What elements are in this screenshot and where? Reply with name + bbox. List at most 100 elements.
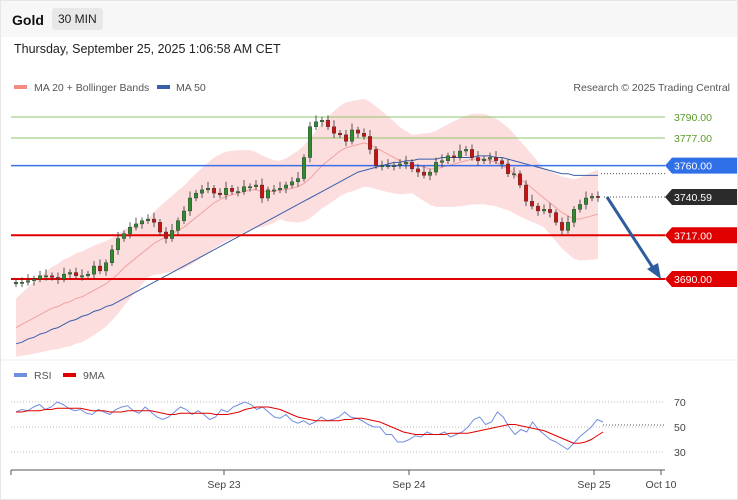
candle-body (127, 226, 132, 234)
price-levels: 3790.00 3777.00 3760.00 3740.59 3717.00 3690.… (11, 112, 737, 287)
level-label-3740.59: 3740.59 (674, 192, 712, 204)
candle-body (253, 184, 258, 187)
candle-body (193, 192, 198, 199)
candle-body (272, 189, 277, 192)
candle-body (62, 273, 67, 280)
candlesticks (13, 115, 601, 288)
candle-body (91, 265, 96, 275)
candle-body (32, 278, 37, 281)
candle-body (350, 129, 355, 142)
ma20-legend-label: MA 20 + Bollinger Bands (34, 82, 149, 94)
level-label-3760.00: 3760.00 (674, 161, 712, 173)
candle-body (560, 222, 565, 231)
ma50-legend-label: MA 50 (176, 82, 206, 94)
instrument-title: Gold (12, 12, 44, 28)
candle-body (284, 184, 289, 189)
candle-body (380, 165, 385, 168)
candle-body (596, 196, 601, 198)
credit-text: Research © 2025 Trading Central (573, 82, 730, 94)
candle-body (326, 120, 331, 127)
candle-body (314, 121, 319, 127)
candle-body (139, 220, 144, 225)
candle-body (476, 157, 481, 161)
candle-body (163, 231, 168, 239)
candle-body (109, 249, 114, 263)
candle-body (428, 171, 433, 176)
candle-body (56, 277, 61, 280)
rsi-legend-label: RSI (34, 370, 52, 382)
candle-body (536, 205, 541, 212)
candle-body (332, 126, 337, 134)
candle-body (26, 280, 31, 283)
candle-body (530, 201, 535, 207)
candle-body (13, 282, 18, 285)
x-axis-ticks: Sep 23 Sep 24 Sep 25 Oct 10 (10, 470, 677, 491)
candle-body (548, 209, 553, 213)
title-bar: Gold 30 MIN (1, 1, 737, 37)
candle-body (368, 136, 373, 150)
level-label-3777.00: 3777.00 (674, 133, 712, 145)
candle-body (362, 132, 367, 137)
candle-body (554, 212, 559, 223)
x-tick-label: Oct 10 (646, 479, 677, 491)
candle-body (296, 178, 301, 182)
x-tick-label: Sep 25 (577, 479, 610, 491)
rsi-level-label-50: 50 (674, 422, 686, 434)
candle-body (524, 184, 529, 202)
candle-body (410, 162, 415, 170)
rsi-level-label-70: 70 (674, 397, 686, 409)
candle-body (223, 188, 228, 195)
candle-body (374, 149, 379, 166)
candle-body (542, 209, 547, 212)
level-tag-3760.00 (665, 157, 737, 174)
candle-body (157, 222, 162, 233)
candle-body (187, 197, 192, 212)
rsi-line (15, 401, 604, 451)
candle-body (422, 171, 427, 176)
candle-body (470, 149, 475, 158)
candle-body (235, 191, 240, 193)
candle-body (308, 126, 313, 158)
candle-body (578, 204, 583, 210)
candle-body (229, 188, 234, 192)
candle-body (181, 210, 186, 221)
candle-body (73, 272, 78, 276)
candle-body (241, 186, 246, 192)
forecast-arrow (605, 196, 661, 279)
candle-body (488, 157, 493, 160)
candle-body (103, 262, 108, 272)
candle-body (572, 209, 577, 223)
interval-selector[interactable]: 30 MIN (52, 8, 103, 30)
candle-body (404, 162, 409, 165)
level-label-3690.00: 3690.00 (674, 274, 712, 286)
candle-body (115, 238, 120, 251)
candle-body (512, 173, 517, 176)
candle-body (452, 155, 457, 158)
candle-body (518, 173, 523, 186)
candle-body (278, 188, 283, 191)
forecast-arrow-head (647, 263, 661, 279)
candle-body (44, 275, 49, 278)
candle-body (338, 132, 343, 136)
candle-body (356, 129, 361, 134)
candle-body (217, 192, 222, 195)
candle-body (145, 218, 150, 221)
candle-body (464, 149, 469, 152)
candle-body (416, 168, 421, 173)
level-tag-3740.59 (665, 189, 737, 206)
candle-body (79, 275, 84, 278)
candle-body (97, 265, 102, 272)
rsi-panel: 70 50 30 (11, 397, 686, 459)
candle-body (590, 196, 595, 199)
timestamp: Thursday, September 25, 2025 1:06:58 AM … (14, 42, 281, 56)
rsi-level-label-30: 30 (674, 447, 686, 459)
candle-body (506, 163, 511, 174)
candle-body (260, 184, 265, 199)
candle-body (67, 272, 72, 275)
candle-body (38, 275, 43, 280)
candle-body (392, 165, 397, 168)
candle-body (85, 273, 90, 276)
x-tick-label: Sep 24 (392, 479, 425, 491)
candle-body (211, 188, 216, 194)
